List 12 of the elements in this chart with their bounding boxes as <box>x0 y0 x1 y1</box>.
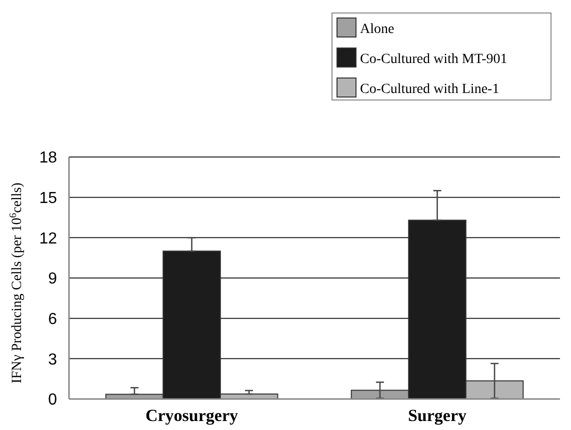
y-tick-label: 18 <box>39 150 58 167</box>
y-tick-label: 3 <box>48 351 58 368</box>
legend-label: Alone <box>360 22 394 37</box>
legend-label: Co-Cultured with Line-1 <box>360 82 500 97</box>
y-tick-label: 12 <box>39 230 58 248</box>
y-tick-label: 15 <box>39 190 58 207</box>
y-tick-label: 9 <box>48 270 58 288</box>
x-tick-label: Cryosurgery <box>145 406 239 425</box>
y-tick-label: 0 <box>48 392 58 409</box>
legend-label: Co-Cultured with MT-901 <box>360 52 508 67</box>
x-tick-label: Surgery <box>408 406 468 425</box>
y-tick-label: 6 <box>48 310 58 328</box>
